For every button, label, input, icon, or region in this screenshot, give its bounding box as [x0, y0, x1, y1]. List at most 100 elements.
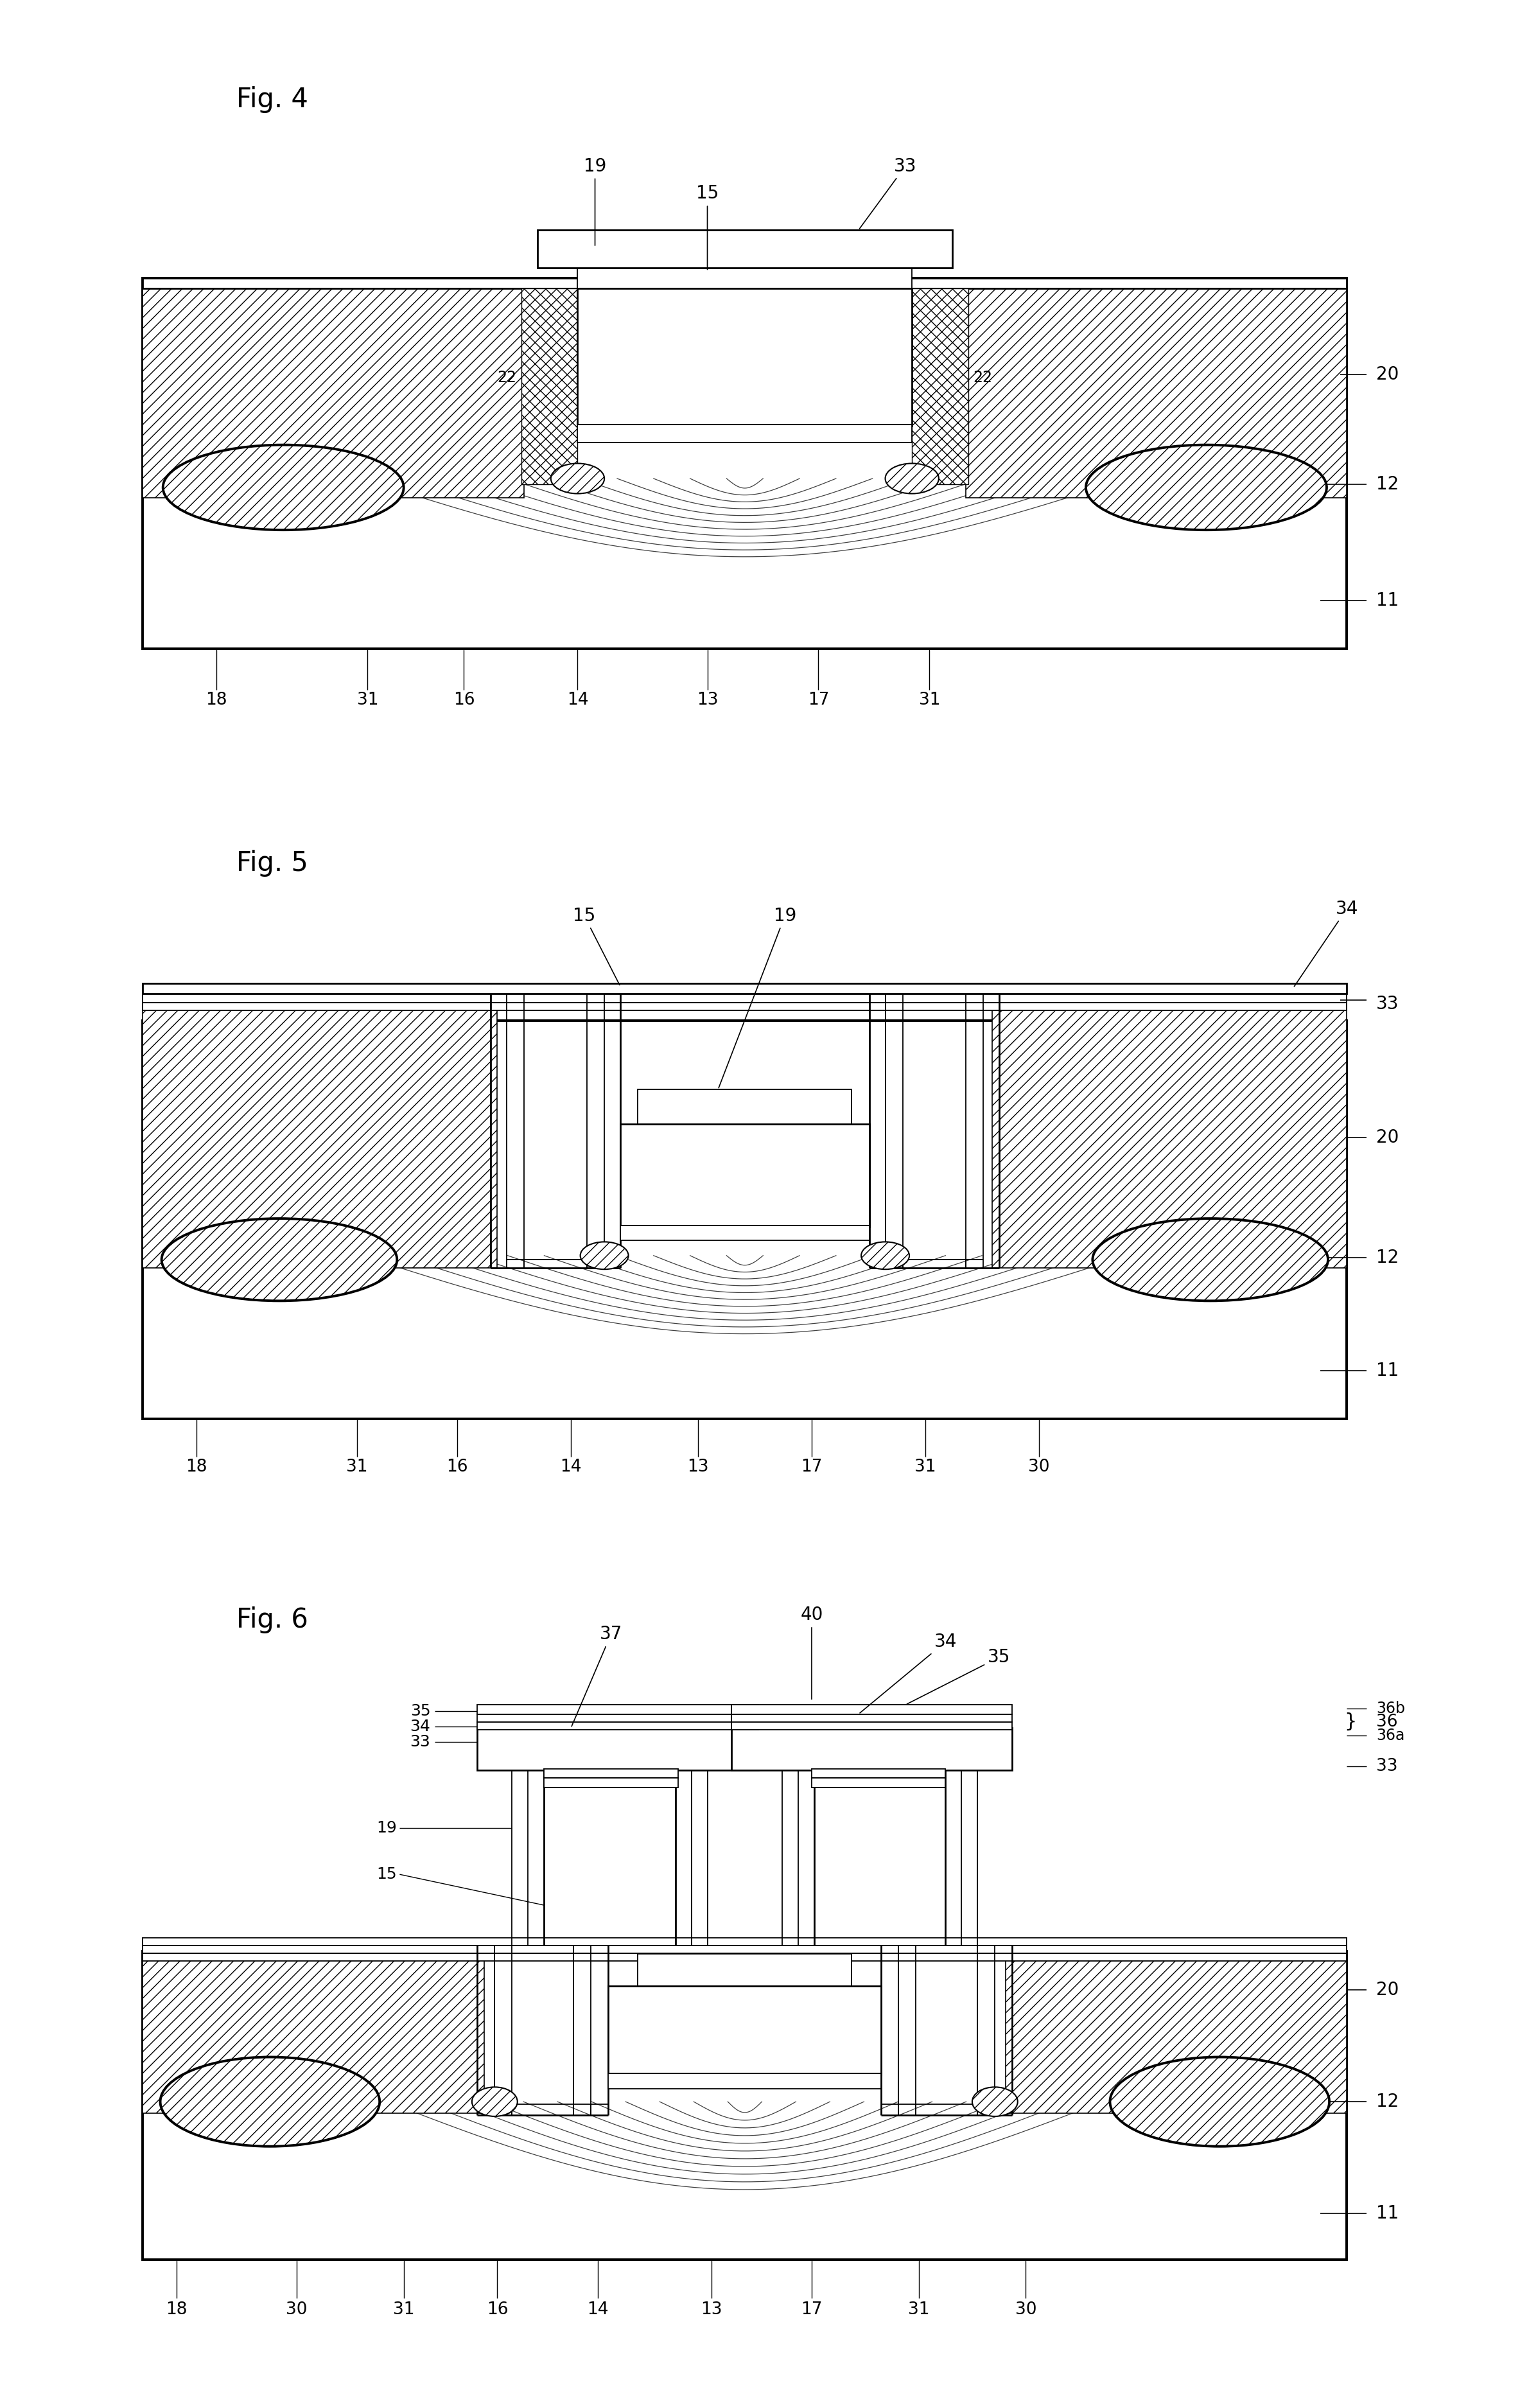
Text: Fig. 6: Fig. 6 [237, 1606, 309, 1633]
Bar [578, 267, 912, 289]
Text: 12: 12 [1376, 2093, 1398, 2112]
Bar [731, 1729, 1012, 1770]
Ellipse shape [862, 1243, 909, 1269]
Bar [143, 982, 1347, 995]
Bar [812, 1777, 945, 1787]
Bar [638, 1088, 851, 1125]
Bar [143, 1938, 1347, 1946]
Bar [993, 999, 1347, 1269]
Text: 17: 17 [807, 691, 828, 708]
Bar [143, 1950, 483, 2114]
Text: 36b: 36b [1376, 1700, 1404, 1717]
Text: 13: 13 [696, 691, 717, 708]
Bar [143, 279, 524, 498]
Text: 13: 13 [687, 1459, 708, 1476]
Text: 15: 15 [573, 908, 620, 985]
Text: 35: 35 [410, 1702, 430, 1719]
Bar [477, 1722, 758, 1729]
Text: 36a: 36a [1376, 1729, 1404, 1743]
Text: 20: 20 [1376, 1129, 1398, 1146]
Text: }: } [1344, 1712, 1356, 1731]
Bar [544, 1770, 678, 1777]
Bar [608, 1987, 882, 2076]
Bar [477, 1729, 758, 1770]
Text: 22: 22 [973, 371, 993, 385]
Bar [143, 999, 497, 1269]
Ellipse shape [973, 2088, 1018, 2117]
Text: 33: 33 [859, 157, 917, 229]
Text: 19: 19 [584, 157, 606, 246]
Bar [143, 995, 1347, 1002]
Text: 19: 19 [719, 908, 796, 1088]
Text: 15: 15 [696, 185, 719, 270]
Bar [578, 289, 912, 426]
Bar [608, 2073, 882, 2088]
Text: 14: 14 [567, 691, 588, 708]
Text: 18: 18 [205, 691, 226, 708]
Bar [143, 1950, 1347, 2259]
Text: 20: 20 [1376, 1982, 1398, 1999]
Bar [912, 289, 968, 484]
Text: 13: 13 [701, 2302, 722, 2319]
Text: 18: 18 [166, 2302, 187, 2319]
Text: 11: 11 [1376, 2203, 1398, 2223]
Text: 17: 17 [801, 2302, 822, 2319]
Text: 16: 16 [447, 1459, 468, 1476]
Ellipse shape [885, 462, 939, 494]
Text: 30: 30 [1015, 2302, 1037, 2319]
Bar [731, 1722, 1012, 1729]
Bar [477, 1705, 758, 1714]
Text: 20: 20 [1376, 366, 1398, 383]
Bar [143, 1021, 1347, 1418]
Bar [477, 1714, 758, 1722]
Bar [1006, 1950, 1347, 2114]
Ellipse shape [550, 462, 605, 494]
Text: 35: 35 [907, 1649, 1011, 1705]
Text: 40: 40 [801, 1606, 822, 1700]
Text: 12: 12 [1376, 1250, 1398, 1267]
Ellipse shape [160, 2056, 380, 2146]
Text: 31: 31 [907, 2302, 929, 2319]
Text: Fig. 5: Fig. 5 [237, 850, 309, 877]
Ellipse shape [1085, 445, 1327, 530]
Text: 37: 37 [572, 1625, 622, 1727]
Text: 11: 11 [1376, 592, 1398, 609]
Bar [538, 231, 952, 267]
Bar [544, 1777, 678, 1787]
Ellipse shape [471, 2088, 517, 2117]
Text: 33: 33 [1376, 995, 1398, 1014]
Text: 31: 31 [357, 691, 378, 708]
Text: 17: 17 [801, 1459, 822, 1476]
Text: 22: 22 [497, 371, 517, 385]
Text: 14: 14 [561, 1459, 582, 1476]
Text: 18: 18 [185, 1459, 207, 1476]
Bar [521, 289, 578, 484]
Text: 16: 16 [486, 2302, 508, 2319]
Text: 31: 31 [347, 1459, 368, 1476]
Bar [143, 1002, 1347, 1011]
Ellipse shape [161, 1218, 397, 1300]
Text: 33: 33 [1376, 1758, 1398, 1775]
Text: 16: 16 [453, 691, 474, 708]
Text: 15: 15 [377, 1866, 397, 1883]
Text: Fig. 4: Fig. 4 [237, 87, 309, 113]
Bar [620, 1125, 869, 1226]
Text: 19: 19 [377, 1820, 397, 1835]
Bar [965, 279, 1347, 498]
Text: 31: 31 [394, 2302, 415, 2319]
Ellipse shape [581, 1243, 628, 1269]
Text: 12: 12 [1376, 474, 1398, 494]
Ellipse shape [1110, 2056, 1330, 2146]
Text: 33: 33 [410, 1734, 430, 1751]
Text: 34: 34 [1294, 901, 1357, 987]
Text: 30: 30 [286, 2302, 307, 2319]
Bar [812, 1770, 945, 1777]
Bar [638, 1953, 851, 1987]
Text: 11: 11 [1376, 1363, 1398, 1380]
Text: 34: 34 [860, 1633, 956, 1712]
Bar [578, 424, 912, 443]
Bar [731, 1705, 1012, 1714]
Text: 31: 31 [915, 1459, 936, 1476]
Bar [143, 1946, 1347, 1953]
Text: 30: 30 [1029, 1459, 1050, 1476]
